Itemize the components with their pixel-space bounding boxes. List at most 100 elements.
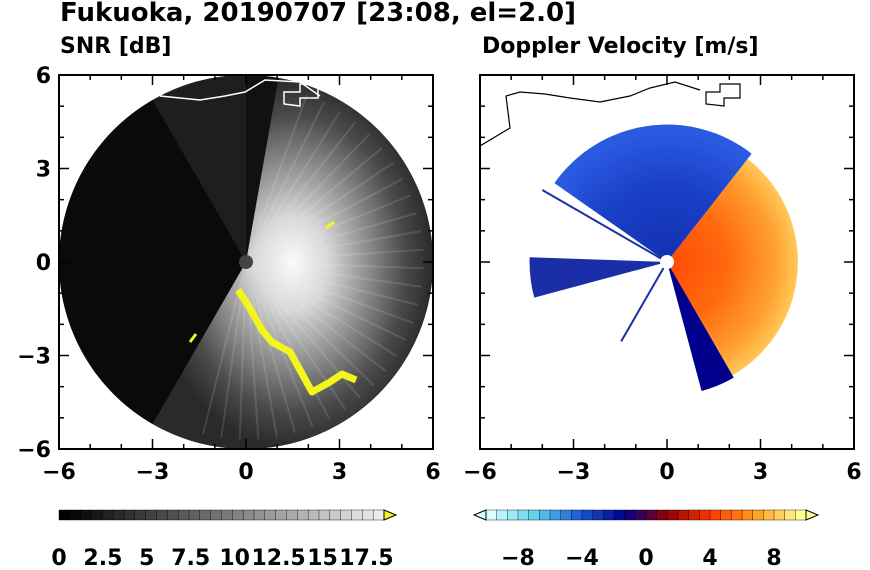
x-tick-label: 6 xyxy=(425,460,440,485)
island-outline xyxy=(283,83,319,107)
snr-ray xyxy=(245,261,278,438)
velocity-colorbar-tick-label: 0 xyxy=(638,546,653,570)
snr-ray xyxy=(245,177,404,263)
velocity-panel-title: Doppler Velocity [m/s] xyxy=(482,34,759,59)
velocity-colorbar-segment xyxy=(731,509,743,521)
snr-colorbar-segment xyxy=(372,509,385,521)
snr-colorbar-segment xyxy=(221,509,234,521)
snr-ray xyxy=(245,147,383,263)
snr-ray xyxy=(245,212,418,263)
velocity-edge-sector xyxy=(667,262,734,391)
snr-ray xyxy=(245,161,394,263)
velocity-colorbar-segment xyxy=(485,509,498,521)
snr-high-spot xyxy=(188,333,198,343)
velocity-colorbar-segment xyxy=(613,509,626,521)
y-tick-label: 0 xyxy=(36,251,51,276)
velocity-colorbar-segment xyxy=(720,509,733,521)
velocity-colorbar-segment xyxy=(795,509,807,521)
snr-colorbar-tick-label: 7.5 xyxy=(171,546,210,570)
snr-high-band xyxy=(235,288,358,396)
velocity-colorbar-segment xyxy=(656,509,669,521)
x-tick-label: −3 xyxy=(136,460,170,485)
velocity-approaching-sector xyxy=(554,124,752,262)
snr-colorbar-tick-label: 17.5 xyxy=(339,546,393,570)
snr-ray xyxy=(245,261,387,373)
snr-ray xyxy=(245,94,308,263)
snr-ray xyxy=(245,261,260,440)
velocity-ray xyxy=(620,261,668,342)
snr-colorbar-segment xyxy=(145,509,158,521)
x-tick-label: 6 xyxy=(846,460,861,485)
snr-ray xyxy=(245,261,296,434)
snr-colorbar-segment xyxy=(297,509,309,521)
velocity-colorbar-segment xyxy=(784,509,797,521)
snr-colorbar-segment xyxy=(264,509,277,521)
snr-colorbar-segment xyxy=(91,509,104,521)
snr-colorbar-segment xyxy=(351,509,364,521)
snr-colorbar-segment xyxy=(362,509,374,521)
snr-ray xyxy=(245,261,398,357)
velocity-colorbar-tick-label: 8 xyxy=(766,546,781,570)
velocity-colorbar-segment xyxy=(709,509,722,521)
snr-low-sector xyxy=(152,75,246,262)
snr-colorbar-tick-label: 12.5 xyxy=(251,546,305,570)
velocity-colorbar-segment xyxy=(741,509,754,521)
velocity-colorbar-segment xyxy=(549,509,562,521)
snr-colorbar-segment xyxy=(80,509,93,521)
velocity-colorbar-extend-high xyxy=(805,509,820,521)
snr-colorbar-segment xyxy=(340,509,353,521)
snr-colorbar-segment xyxy=(112,509,125,521)
figure-title: Fukuoka, 20190707 [23:08, el=2.0] xyxy=(60,0,577,28)
x-tick-label: −6 xyxy=(42,460,76,485)
radar-site xyxy=(239,255,253,269)
y-tick-label: 3 xyxy=(36,158,51,183)
snr-colorbar-segment xyxy=(167,509,179,521)
coastline xyxy=(480,81,701,147)
snr-colorbar-segment xyxy=(242,509,255,521)
velocity-colorbar-segment xyxy=(688,509,701,521)
snr-echo-sector xyxy=(152,77,433,449)
snr-colorbar-segment xyxy=(69,509,82,521)
snr-colorbar-segment xyxy=(210,509,223,521)
y-tick-label: −6 xyxy=(17,438,51,463)
snr-ray xyxy=(245,261,414,324)
coastline xyxy=(159,79,321,101)
velocity-colorbar-segment xyxy=(699,509,711,521)
snr-ray xyxy=(245,248,424,263)
velocity-colorbar-segment xyxy=(507,509,519,521)
snr-colorbar-segment xyxy=(188,509,201,521)
snr-colorbar-segment xyxy=(102,509,114,521)
snr-colorbar-segment xyxy=(134,509,147,521)
snr-colorbar-segment xyxy=(286,509,299,521)
y-tick-label: 6 xyxy=(36,64,51,89)
snr-colorbar-extend xyxy=(383,509,398,521)
velocity-plot-area xyxy=(480,81,798,391)
snr-colorbar-segment xyxy=(123,509,136,521)
snr-ray xyxy=(245,261,419,306)
snr-ray xyxy=(245,121,357,263)
velocity-colorbar-segment xyxy=(677,509,690,521)
x-tick-label: 0 xyxy=(238,460,253,485)
velocity-colorbar-segment xyxy=(645,509,658,521)
x-tick-label: −3 xyxy=(557,460,591,485)
snr-colorbar-tick-label: 5 xyxy=(139,546,154,570)
velocity-west-sector xyxy=(529,257,667,298)
snr-colorbar-tick-label: 0 xyxy=(51,546,66,570)
snr-colorbar-segment xyxy=(275,509,288,521)
snr-colorbar-segment xyxy=(329,509,342,521)
snr-ray xyxy=(245,261,423,288)
snr-ray xyxy=(245,230,422,263)
velocity-colorbar-segment xyxy=(603,509,615,521)
snr-ray xyxy=(238,261,247,440)
velocity-colorbar-segment xyxy=(763,509,775,521)
velocity-colorbar-segment xyxy=(752,509,765,521)
velocity-colorbar-segment xyxy=(517,509,530,521)
snr-ray xyxy=(245,110,341,263)
snr-ray xyxy=(245,101,325,263)
snr-colorbar-segment xyxy=(318,509,331,521)
snr-ray xyxy=(245,133,371,263)
velocity-colorbar-segment xyxy=(581,509,594,521)
snr-high-spot xyxy=(325,220,335,230)
snr-colorbar-segment xyxy=(307,509,320,521)
